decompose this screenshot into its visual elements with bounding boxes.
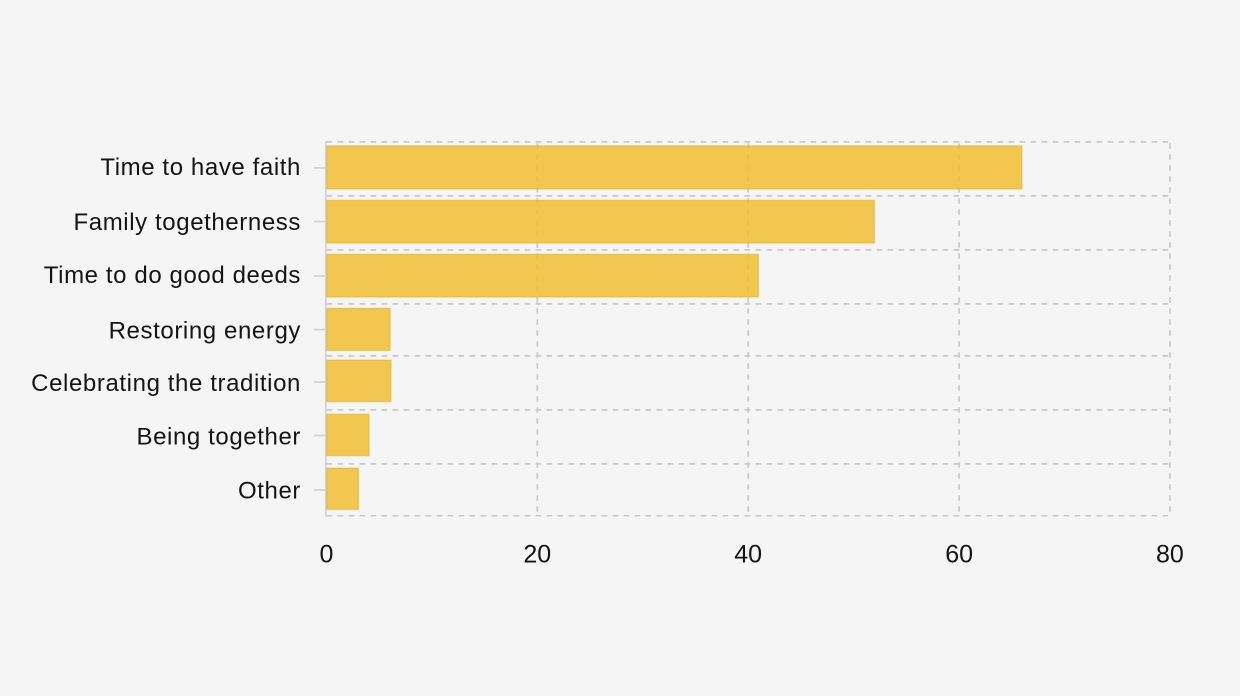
svg-text:Time to have faith: Time to have faith — [100, 154, 301, 181]
svg-text:Celebrating the tradition: Celebrating the tradition — [31, 370, 301, 397]
svg-text:60: 60 — [945, 540, 973, 568]
svg-text:Being together: Being together — [136, 423, 301, 450]
svg-text:Restoring energy: Restoring energy — [109, 317, 301, 344]
svg-text:Family togetherness: Family togetherness — [74, 209, 302, 236]
svg-text:20: 20 — [523, 540, 551, 568]
svg-text:40: 40 — [734, 540, 762, 568]
svg-text:0: 0 — [319, 540, 333, 568]
svg-text:80: 80 — [1156, 540, 1184, 568]
svg-text:Other: Other — [238, 477, 301, 504]
svg-text:Time to do good deeds: Time to do good deeds — [44, 262, 301, 289]
